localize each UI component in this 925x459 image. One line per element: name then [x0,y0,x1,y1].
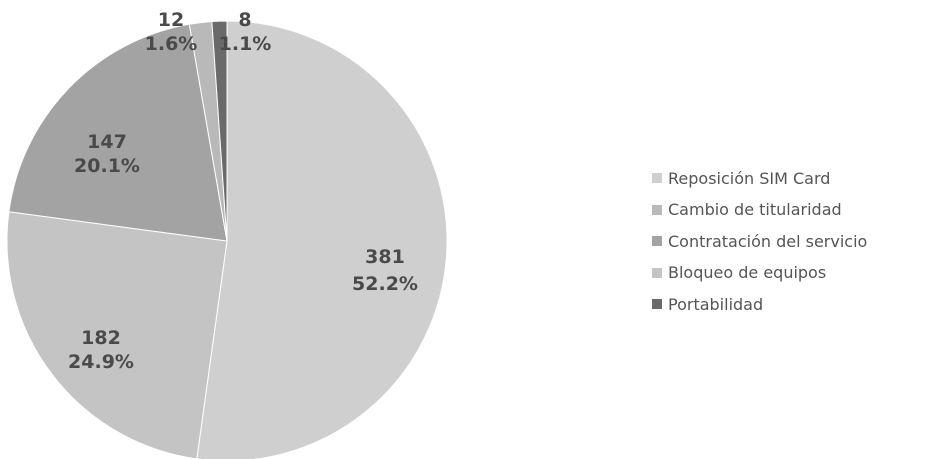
percent-label-reposicion-sim-card: 52.2% [352,273,418,295]
legend-label: Reposición SIM Card [668,168,831,188]
legend-swatch-icon [652,173,662,183]
percent-label-bloqueo-de-equipos: 24.9% [68,351,134,373]
percent-label-cambio-de-titularidad: 1.6% [145,33,198,55]
legend-swatch-icon [652,236,662,246]
pie-slice-portabilidad[interactable] [211,20,228,242]
pie-slices [6,20,448,459]
legend-label: Portabilidad [668,294,764,314]
value-label-contratacion-del-servicio: 147 [87,131,127,153]
legend-item-reposicion-sim-card[interactable]: Reposición SIM Card [652,163,867,193]
value-label-cambio-de-titularidad: 12 [158,9,184,31]
legend-item-portabilidad[interactable]: Portabilidad [652,289,867,319]
legend-swatch-icon [652,299,662,309]
legend-swatch-icon [652,204,662,215]
value-label-bloqueo-de-equipos: 182 [81,327,121,349]
legend-item-bloqueo-de-equipos[interactable]: Bloqueo de equipos [652,258,867,288]
legend-label: Contratación del servicio [668,231,868,251]
chart-legend: Reposición SIM Card Cambio de titularida… [652,163,867,321]
legend-label: Cambio de titularidad [668,200,842,219]
pie-slice-reposicion-sim-card[interactable] [196,20,448,459]
legend-swatch-icon [652,267,662,278]
legend-item-contratacion-del-servicio[interactable]: Contratación del servicio [652,226,867,256]
pie-slice-contratacion-del-servicio[interactable] [8,23,228,242]
percent-label-contratacion-del-servicio: 20.1% [74,155,140,177]
percent-label-portabilidad: 1.1% [219,33,272,55]
legend-item-cambio-de-titularidad[interactable]: Cambio de titularidad [652,195,867,225]
legend-label: Bloqueo de equipos [668,263,827,282]
value-label-reposicion-sim-card: 381 [365,246,405,268]
value-label-portabilidad: 8 [238,9,251,31]
pie-slice-bloqueo-de-equipos[interactable] [6,211,228,459]
